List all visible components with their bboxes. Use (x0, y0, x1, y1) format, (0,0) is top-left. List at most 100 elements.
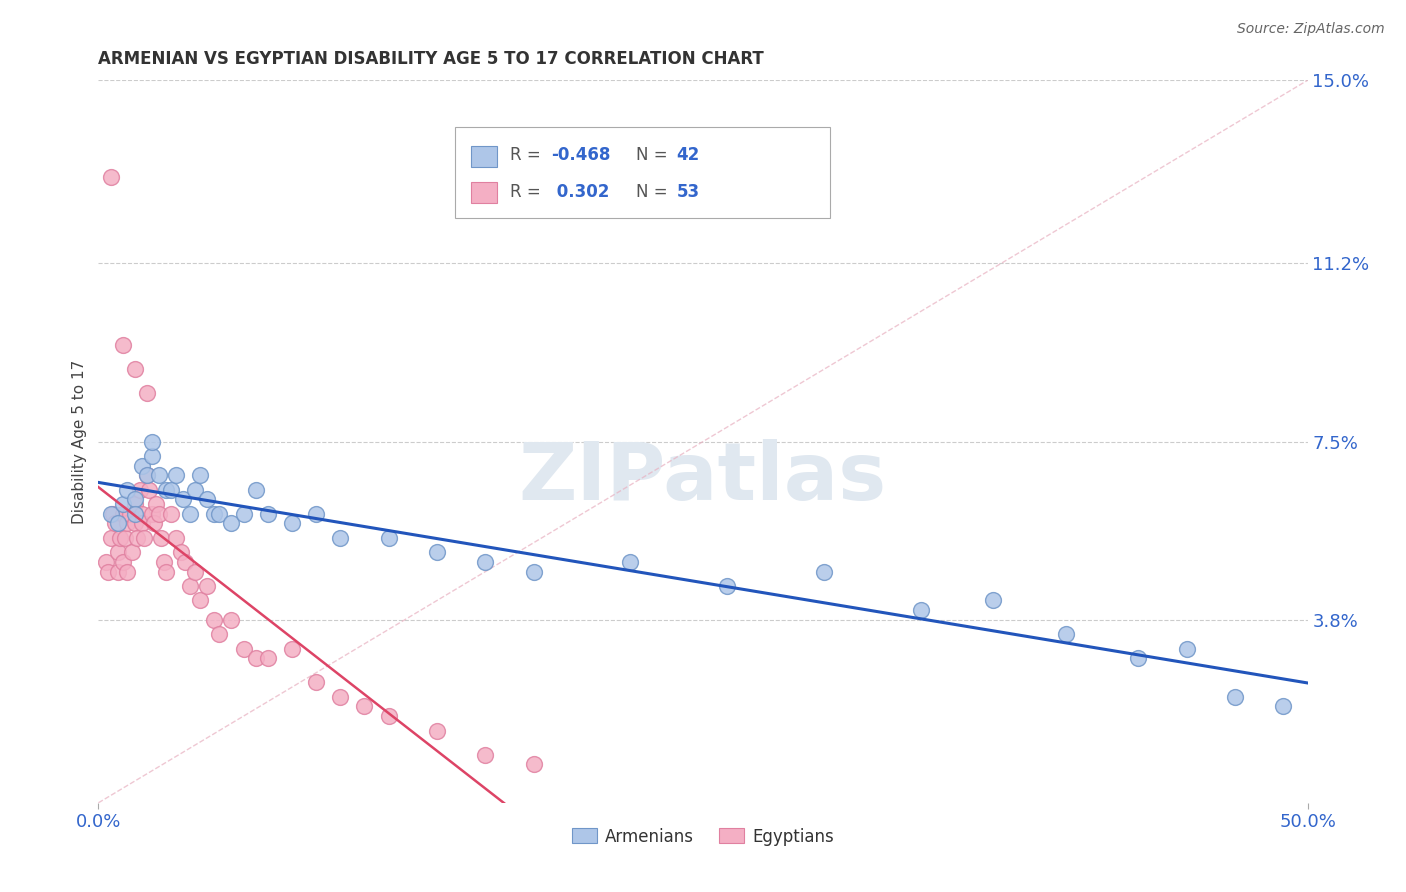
Point (131, 507, 153, 521)
Point (124, 507, 146, 521)
Point (104, 516, 127, 531)
Point (100, 531, 122, 545)
Point (195, 492, 218, 507)
Point (138, 483, 160, 497)
Point (141, 434, 163, 449)
Point (121, 545, 143, 559)
Text: 53: 53 (676, 183, 700, 201)
Point (981, 593, 1004, 607)
Point (128, 483, 150, 497)
Text: R =: R = (509, 146, 546, 164)
Point (1128, 651, 1150, 665)
Point (135, 386, 157, 401)
Point (97, 565, 120, 579)
Point (165, 531, 187, 545)
Point (141, 449, 163, 463)
Point (100, 169, 122, 184)
Point (474, 747, 496, 762)
Point (124, 492, 146, 507)
Point (94, 555, 117, 569)
Point (523, 757, 546, 772)
Point (188, 468, 211, 483)
Text: N =: N = (637, 146, 673, 164)
Point (124, 516, 146, 531)
Text: N =: N = (637, 183, 673, 201)
Point (165, 468, 187, 483)
Point (1223, 690, 1246, 704)
Point (188, 593, 211, 607)
Point (107, 545, 129, 559)
FancyBboxPatch shape (471, 146, 498, 167)
Point (135, 468, 157, 483)
Point (169, 545, 191, 559)
Point (101, 507, 124, 521)
Point (141, 507, 163, 521)
Text: R =: R = (509, 183, 546, 201)
Point (716, 579, 738, 593)
Point (245, 483, 267, 497)
Point (305, 675, 328, 690)
Point (1272, 699, 1295, 714)
Point (152, 555, 174, 569)
Point (160, 483, 183, 497)
Point (195, 579, 218, 593)
Point (155, 483, 177, 497)
Point (184, 483, 207, 497)
Y-axis label: Disability Age 5 to 17: Disability Age 5 to 17 (72, 359, 87, 524)
Point (111, 338, 134, 352)
Point (114, 531, 136, 545)
Point (232, 507, 254, 521)
Point (143, 516, 166, 531)
Point (208, 507, 231, 521)
Point (619, 555, 641, 569)
Point (377, 709, 399, 723)
Point (145, 497, 167, 511)
Point (221, 516, 243, 531)
Point (426, 545, 449, 559)
Point (107, 565, 129, 579)
Text: ZIPatlas: ZIPatlas (519, 439, 887, 516)
Point (208, 627, 231, 641)
Text: 42: 42 (676, 146, 700, 164)
Point (111, 507, 134, 521)
Point (281, 641, 304, 656)
Point (131, 516, 153, 531)
Point (124, 497, 146, 511)
Point (377, 531, 399, 545)
Point (117, 565, 139, 579)
Point (813, 565, 835, 579)
Point (184, 565, 207, 579)
Point (523, 565, 546, 579)
Point (150, 531, 173, 545)
Text: ARMENIAN VS EGYPTIAN DISABILITY AGE 5 TO 17 CORRELATION CHART: ARMENIAN VS EGYPTIAN DISABILITY AGE 5 TO… (98, 50, 765, 68)
Point (134, 531, 156, 545)
Text: 0.302: 0.302 (551, 183, 609, 201)
Point (172, 492, 194, 507)
Point (329, 531, 352, 545)
Point (117, 483, 139, 497)
Point (353, 699, 375, 714)
Point (155, 565, 177, 579)
Point (221, 613, 243, 627)
Point (204, 613, 226, 627)
Point (117, 516, 139, 531)
Point (124, 362, 146, 376)
Point (256, 507, 278, 521)
Point (329, 690, 352, 704)
Point (179, 579, 201, 593)
Point (245, 651, 267, 665)
Point (107, 516, 129, 531)
Point (127, 531, 149, 545)
Point (111, 555, 134, 569)
Point (1175, 641, 1198, 656)
Text: -0.468: -0.468 (551, 146, 610, 164)
Point (426, 723, 449, 738)
Point (148, 468, 170, 483)
Point (108, 531, 131, 545)
FancyBboxPatch shape (471, 182, 498, 203)
Legend: Armenians, Egyptians: Armenians, Egyptians (565, 821, 841, 852)
Point (179, 507, 201, 521)
Point (131, 458, 153, 473)
Point (232, 641, 254, 656)
Point (1054, 627, 1077, 641)
